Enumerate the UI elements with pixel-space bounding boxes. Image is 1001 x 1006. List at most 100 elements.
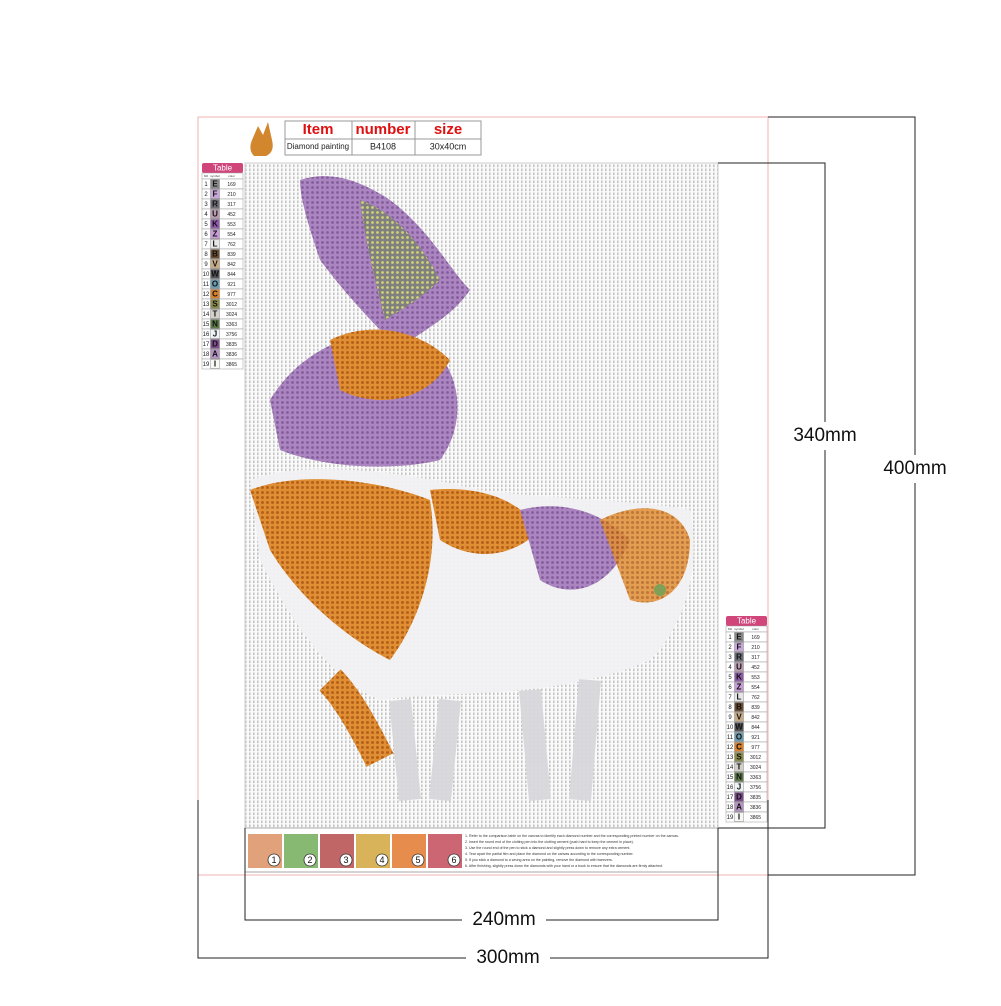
instruction-line: 3. Use the round end of the pen to stick… bbox=[465, 846, 630, 850]
symbol-swatch bbox=[734, 712, 744, 722]
column-header: NO bbox=[728, 627, 733, 631]
header-box bbox=[284, 120, 482, 156]
row-symbol: N bbox=[212, 320, 218, 329]
row-number: 10 bbox=[203, 272, 210, 278]
row-number: 17 bbox=[203, 342, 210, 348]
row-color: 3835 bbox=[750, 795, 761, 801]
column-header: symbol bbox=[734, 627, 744, 631]
row-number: 13 bbox=[727, 755, 734, 761]
row-number: 13 bbox=[203, 302, 210, 308]
symbol-swatch bbox=[210, 319, 220, 329]
row-color: 3024 bbox=[750, 765, 761, 771]
row-number: 10 bbox=[727, 725, 734, 731]
row-symbol: O bbox=[212, 280, 218, 289]
row-color: 554 bbox=[751, 685, 760, 691]
row-color: 977 bbox=[227, 292, 236, 298]
column-header: color bbox=[752, 627, 759, 631]
symbol-swatch bbox=[210, 229, 220, 239]
row-color: 554 bbox=[227, 232, 236, 238]
symbol-swatch bbox=[734, 792, 744, 802]
row-number: 12 bbox=[203, 292, 210, 298]
row-number: 5 bbox=[728, 675, 732, 681]
header: Item number size Diamond painting B4108 … bbox=[250, 120, 482, 156]
symbol-swatch bbox=[210, 289, 220, 299]
row-number: 11 bbox=[203, 282, 210, 288]
symbol-swatch bbox=[210, 199, 220, 209]
symbol-swatch bbox=[734, 802, 744, 812]
item-label: Item bbox=[303, 121, 334, 138]
row-symbol: N bbox=[736, 773, 742, 782]
row-color: 921 bbox=[751, 735, 760, 741]
symbol-swatch bbox=[734, 772, 744, 782]
table-row bbox=[201, 238, 244, 250]
symbol-swatch bbox=[734, 762, 744, 772]
row-number: 16 bbox=[727, 785, 734, 791]
table-title-bg bbox=[202, 163, 243, 173]
row-symbol: T bbox=[737, 763, 742, 772]
table-title: Table bbox=[737, 617, 757, 626]
row-number: 2 bbox=[728, 645, 732, 651]
row-color: 452 bbox=[227, 212, 236, 218]
row-symbol: S bbox=[736, 753, 742, 762]
row-color: 762 bbox=[227, 242, 236, 248]
row-number: 19 bbox=[727, 815, 734, 821]
row-color: 210 bbox=[227, 192, 236, 198]
table-row bbox=[201, 208, 244, 220]
symbol-swatch bbox=[210, 349, 220, 359]
row-symbol: J bbox=[737, 783, 741, 792]
dim-label: 340mm bbox=[793, 425, 856, 446]
row-symbol: W bbox=[735, 723, 743, 732]
symbol-swatch bbox=[210, 259, 220, 269]
row-number: 9 bbox=[204, 262, 208, 268]
number-label: number bbox=[355, 121, 410, 138]
row-number: 18 bbox=[203, 352, 210, 358]
row-number: 6 bbox=[728, 685, 732, 691]
symbol-swatch bbox=[734, 632, 744, 642]
row-number: 6 bbox=[204, 232, 208, 238]
symbol-swatch bbox=[210, 239, 220, 249]
row-number: 17 bbox=[727, 795, 734, 801]
row-color: 921 bbox=[227, 282, 236, 288]
cat-icon bbox=[250, 122, 273, 156]
row-symbol: B bbox=[212, 250, 218, 259]
row-number: 7 bbox=[204, 242, 208, 248]
symbol-swatch bbox=[734, 652, 744, 662]
row-color: 839 bbox=[227, 252, 236, 258]
table-row bbox=[725, 681, 768, 693]
row-number: 4 bbox=[204, 212, 208, 218]
row-symbol: A bbox=[736, 803, 742, 812]
row-color: 553 bbox=[227, 222, 236, 228]
row-symbol: L bbox=[737, 693, 742, 702]
row-number: 4 bbox=[728, 665, 732, 671]
dimensions: 340mm 400mm 240mm 300mm bbox=[197, 116, 954, 972]
symbol-swatch bbox=[210, 269, 220, 279]
row-color: 3756 bbox=[750, 785, 761, 791]
symbol-swatch bbox=[734, 732, 744, 742]
step-number: 1 bbox=[271, 855, 276, 865]
symbol-swatch bbox=[210, 279, 220, 289]
row-number: 15 bbox=[203, 322, 210, 328]
row-symbol: I bbox=[214, 360, 216, 369]
row-color: 3835 bbox=[226, 342, 237, 348]
row-color: 842 bbox=[227, 262, 236, 268]
row-color: 169 bbox=[751, 635, 760, 641]
row-color: 3836 bbox=[750, 805, 761, 811]
row-color: 977 bbox=[751, 745, 760, 751]
row-color: 839 bbox=[751, 705, 760, 711]
row-number: 9 bbox=[728, 715, 732, 721]
row-color: 210 bbox=[751, 645, 760, 651]
symbol-swatch bbox=[734, 682, 744, 692]
row-number: 16 bbox=[203, 332, 210, 338]
row-color: 3363 bbox=[750, 775, 761, 781]
instruction-line: 5. If you stick a diamond to a wrong are… bbox=[465, 858, 613, 862]
step-badge bbox=[339, 853, 353, 867]
symbol-swatch bbox=[210, 209, 220, 219]
size-label: size bbox=[434, 121, 462, 138]
row-symbol: I bbox=[738, 813, 740, 822]
symbol-swatch bbox=[210, 339, 220, 349]
row-symbol: F bbox=[737, 643, 742, 652]
table-row bbox=[201, 178, 244, 190]
table-row bbox=[725, 651, 768, 663]
